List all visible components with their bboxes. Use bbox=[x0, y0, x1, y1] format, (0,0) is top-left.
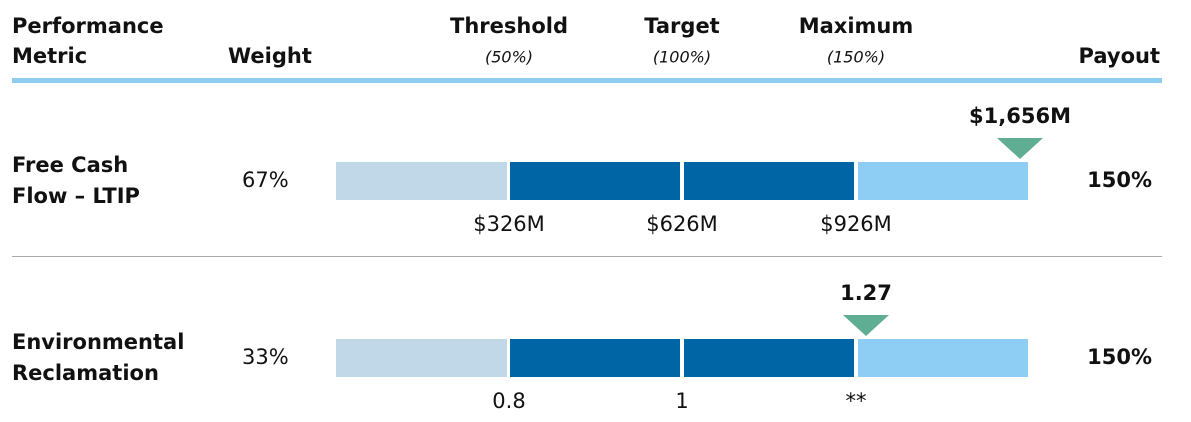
level-name: Threshold bbox=[450, 14, 568, 38]
metric-name: Reclamation bbox=[12, 361, 159, 385]
bar-segment bbox=[510, 339, 680, 377]
header-weight: Weight bbox=[228, 44, 312, 68]
bar-segment bbox=[684, 339, 854, 377]
metric-name: Environmental bbox=[12, 330, 184, 354]
row-separator bbox=[12, 256, 1162, 257]
level-pct: (150%) bbox=[827, 48, 885, 67]
level-pct: (50%) bbox=[485, 48, 533, 67]
bar-segment bbox=[336, 339, 507, 377]
result-marker bbox=[843, 315, 889, 336]
metric-name: Free Cash bbox=[12, 153, 128, 177]
tick-label: ** bbox=[846, 389, 867, 413]
level-pct: (100%) bbox=[653, 48, 711, 67]
payout: 150% bbox=[1087, 168, 1152, 192]
level-name: Maximum bbox=[799, 14, 914, 38]
tick-label: $326M bbox=[473, 212, 545, 236]
bar-segment bbox=[510, 162, 680, 200]
bar-segment bbox=[684, 162, 854, 200]
header-payout: Payout bbox=[1079, 44, 1160, 68]
tick-label: 0.8 bbox=[492, 389, 525, 413]
tick-label: $626M bbox=[646, 212, 718, 236]
metric-name: Flow – LTIP bbox=[12, 184, 140, 208]
weight: 67% bbox=[242, 168, 289, 192]
payout: 150% bbox=[1087, 345, 1152, 369]
result-marker bbox=[997, 138, 1043, 159]
weight: 33% bbox=[242, 345, 289, 369]
header-metric: Metric bbox=[12, 44, 87, 68]
header-metric: Performance bbox=[12, 14, 164, 38]
tick-label: 1 bbox=[675, 389, 688, 413]
bar-segment bbox=[858, 339, 1028, 377]
level-name: Target bbox=[644, 14, 719, 38]
result-label: $1,656M bbox=[969, 104, 1071, 128]
result-label: 1.27 bbox=[840, 281, 892, 305]
header-rule bbox=[12, 78, 1162, 83]
bar-segment bbox=[336, 162, 507, 200]
bar-segment bbox=[858, 162, 1028, 200]
tick-label: $926M bbox=[820, 212, 892, 236]
